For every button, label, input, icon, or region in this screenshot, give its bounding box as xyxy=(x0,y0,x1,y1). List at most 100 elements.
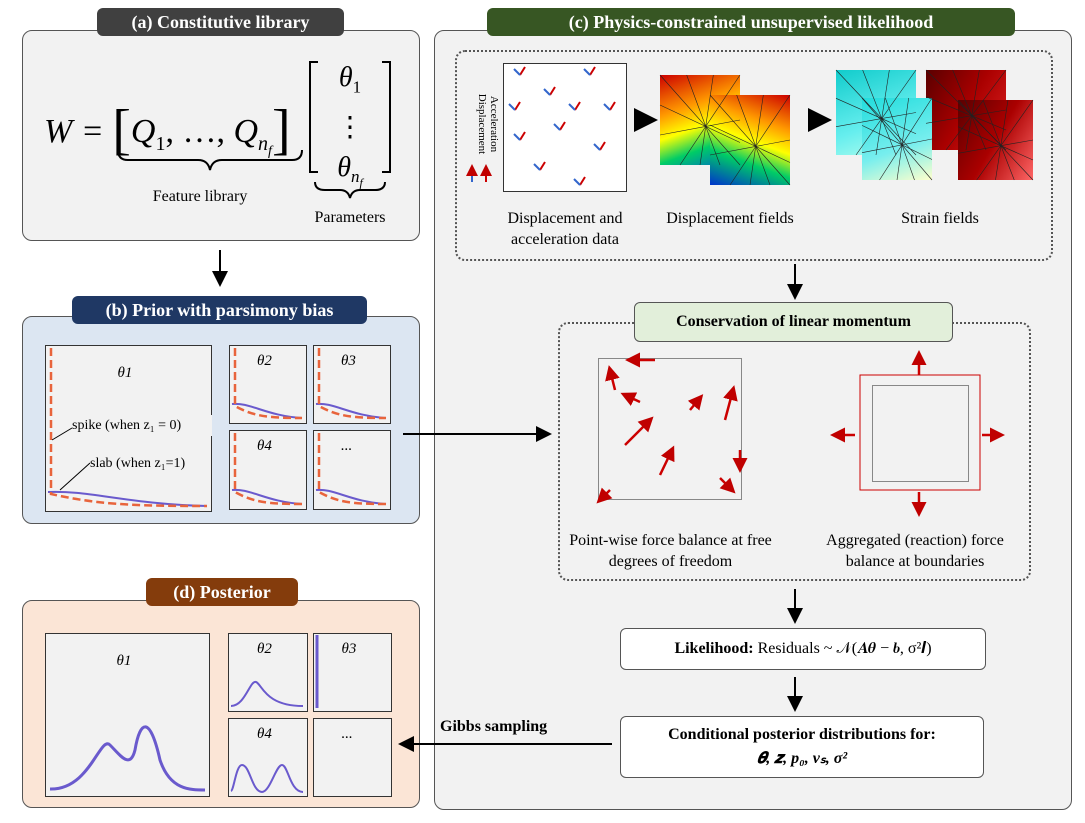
disp-vector xyxy=(583,68,591,76)
eq-sep: , …, xyxy=(165,113,234,150)
accel-vector xyxy=(539,161,546,171)
disp-vector xyxy=(513,68,521,76)
accel-vector xyxy=(599,141,606,151)
slab-curve xyxy=(231,488,303,505)
pointer xyxy=(59,462,91,491)
mesh-line xyxy=(835,98,917,135)
disp-vector xyxy=(533,163,541,171)
bracket xyxy=(309,61,391,173)
likelihood-expr: Residuals ~ 𝒩(𝑨𝜽 − 𝒃, σ²𝑰) xyxy=(757,640,932,657)
accel-vector xyxy=(559,121,566,131)
plot-frame xyxy=(313,718,392,797)
plot-frame xyxy=(313,633,392,712)
mesh-line xyxy=(659,119,741,136)
plot-label: θ2 xyxy=(257,353,272,369)
theta-vector: θ1 ⋮ θnf xyxy=(325,58,375,203)
panel-a xyxy=(22,30,420,241)
parameters-label: Parameters xyxy=(314,209,386,226)
eq-q: Q xyxy=(130,113,156,150)
posterior-curve xyxy=(230,681,304,707)
mesh-line xyxy=(709,139,791,156)
spike-curve xyxy=(233,348,303,420)
mesh-line xyxy=(957,126,1034,161)
mesh-line xyxy=(709,94,791,186)
disp-vector xyxy=(513,133,521,141)
mesh-line xyxy=(699,74,714,166)
plot-label: θ3 xyxy=(341,641,357,657)
caption: Point-wise force balance at free degrees… xyxy=(569,532,772,570)
plot-label: θ3 xyxy=(341,353,356,369)
reaction-bracket xyxy=(859,374,981,491)
eq-subsub: f xyxy=(359,175,363,190)
mesh-line xyxy=(686,74,721,166)
mesh-line xyxy=(875,69,890,156)
eq-sub: 1 xyxy=(155,132,166,155)
slab-label: slab (when z₁=1) xyxy=(90,453,210,474)
mesh-line xyxy=(945,69,1007,151)
plot-frame xyxy=(228,718,308,797)
mesh-line xyxy=(659,74,741,166)
disp-vector xyxy=(553,123,561,131)
plot-label: θ4 xyxy=(257,438,272,454)
mesh-line xyxy=(982,99,1015,181)
force-arrow xyxy=(596,487,613,504)
plot-frame xyxy=(45,633,210,797)
brace xyxy=(314,181,386,199)
momentum-title: Conservation of linear momentum xyxy=(634,302,953,342)
accel-vector xyxy=(519,66,526,76)
accel-vector xyxy=(589,66,596,76)
slab-curve xyxy=(231,402,303,419)
disp-vector xyxy=(568,103,576,111)
mesh-line xyxy=(976,99,1034,181)
panel-title: (c) Physics-constrained unsupervised lik… xyxy=(487,8,1015,36)
panel-title: (a) Constitutive library xyxy=(97,8,344,36)
equation: W = [Q1, …, Qnf] xyxy=(44,99,291,161)
panel-title: (b) Prior with parsimony bias xyxy=(72,296,367,324)
mesh-line xyxy=(861,138,933,153)
plot-label: θ2 xyxy=(257,641,272,657)
force-arrow xyxy=(605,365,620,391)
mesh-line xyxy=(679,74,741,166)
disp-vector xyxy=(593,143,601,151)
likelihood-box: Likelihood: Residuals ~ 𝒩(𝑨𝜽 − 𝒃, σ²𝑰) xyxy=(620,628,986,670)
disp-vector xyxy=(543,88,551,96)
panel-title: (d) Posterior xyxy=(146,578,298,606)
plot-label: θ4 xyxy=(257,726,272,742)
mesh-line xyxy=(709,124,791,163)
mesh-line xyxy=(736,94,771,186)
disp-vector xyxy=(508,103,516,111)
plot-label: θ1 xyxy=(116,653,132,669)
plot-label: ... xyxy=(341,726,353,742)
data-domain xyxy=(503,63,627,192)
mesh-line xyxy=(835,112,917,127)
mesh-line xyxy=(925,109,1007,124)
mesh-line xyxy=(896,97,909,181)
eq-theta: θ xyxy=(337,151,351,183)
gibbs-label: Gibbs sampling xyxy=(440,718,548,735)
force-arrow xyxy=(723,385,738,421)
mesh-line xyxy=(957,99,1034,181)
disp-vector xyxy=(603,103,611,111)
spike-curve xyxy=(317,348,387,420)
spike-label: spike (when z₁ = 0) xyxy=(72,415,212,436)
force-arrow xyxy=(620,392,641,407)
accel-vector xyxy=(579,176,586,186)
eq-subsub: f xyxy=(268,143,272,159)
eq-lhs: W = xyxy=(44,113,104,150)
mesh-line xyxy=(749,94,764,186)
accel-vector xyxy=(514,101,521,111)
posterior-curve xyxy=(230,763,304,794)
plot-label: ... xyxy=(341,438,353,454)
accel-vector xyxy=(549,86,556,96)
mesh-line xyxy=(861,125,933,160)
caption: Strain fields xyxy=(901,210,979,227)
force-arrow xyxy=(687,394,704,411)
spike-curve xyxy=(317,433,387,506)
brace xyxy=(117,149,303,171)
force-arrow xyxy=(719,477,736,494)
eq-vdots: ⋮ xyxy=(336,111,364,143)
posterior-box: Conditional posterior distributions for:… xyxy=(620,716,984,778)
slab-curve xyxy=(315,488,387,505)
plot-frame xyxy=(228,633,308,712)
mesh-line xyxy=(729,94,791,186)
